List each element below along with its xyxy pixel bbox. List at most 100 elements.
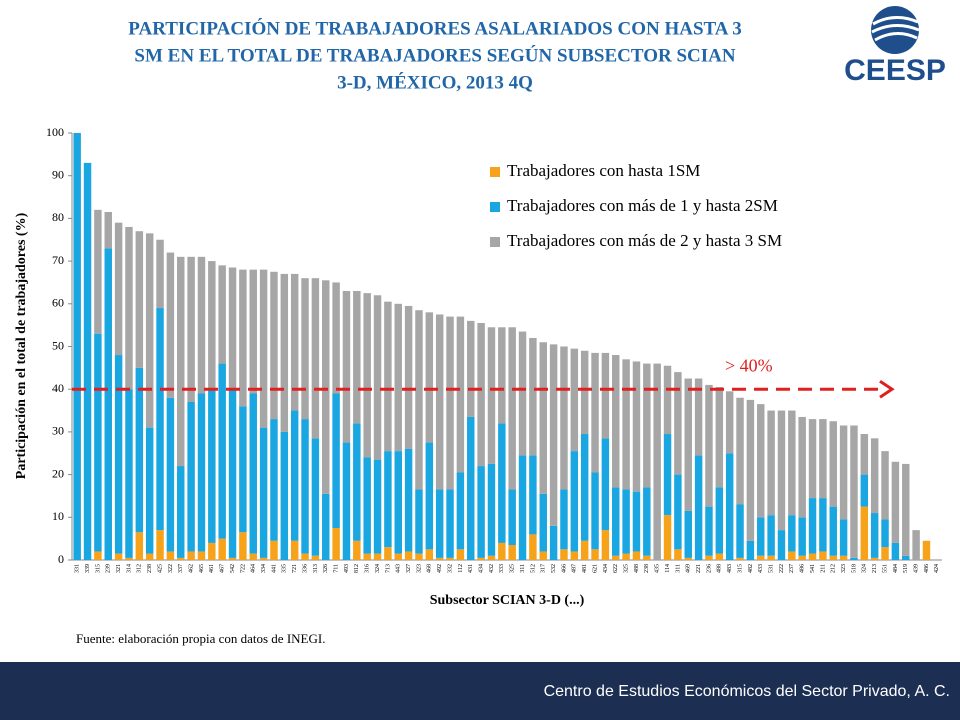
bar [715, 387, 724, 488]
bar [280, 273, 289, 432]
y-tick-label: 70 [52, 253, 64, 267]
x-tick-label: 324 [375, 564, 381, 573]
bar [270, 419, 278, 541]
bar [622, 553, 630, 560]
bar [228, 389, 237, 558]
bar [353, 540, 361, 560]
bar [477, 557, 485, 560]
x-tick-label: 431 [468, 564, 474, 573]
bar [353, 423, 361, 541]
bar [632, 491, 641, 552]
x-tick-label: 311 [520, 564, 526, 573]
bar [363, 293, 371, 458]
x-tick-label: 434 [603, 564, 609, 573]
x-tick-label: 213 [872, 564, 878, 573]
bar [208, 261, 216, 390]
bar [694, 378, 703, 456]
bar [363, 457, 371, 554]
x-tick-label: 326 [323, 564, 329, 573]
bar [508, 489, 516, 546]
legend-swatch [490, 237, 500, 247]
bar [674, 474, 682, 550]
bar [166, 397, 175, 552]
bar [94, 209, 102, 334]
bar [560, 489, 568, 550]
bar [166, 551, 175, 560]
bar [394, 303, 402, 452]
bar [757, 517, 765, 556]
bar [839, 519, 848, 556]
x-tick-label: 312 [137, 564, 143, 573]
x-tick-label: 711 [333, 564, 339, 573]
x-tick-label: 335 [282, 564, 288, 573]
bar [674, 549, 682, 560]
bar [114, 553, 123, 560]
x-tick-label: 542 [230, 564, 236, 573]
x-tick-label: 434 [478, 564, 484, 573]
bar [249, 553, 257, 560]
x-tick-label: 315 [95, 564, 101, 573]
bar [114, 222, 123, 356]
source: Fuente: elaboración propia con datos de … [76, 631, 325, 646]
x-tick-label: 468 [427, 564, 433, 573]
x-tick-label: 325 [510, 564, 516, 573]
bar [477, 466, 485, 558]
x-tick-label: 239 [106, 564, 112, 573]
bar [591, 549, 599, 560]
x-tick-label: 467 [220, 564, 226, 573]
x-tick-label: 493 [344, 564, 350, 573]
bar [135, 231, 144, 368]
x-tick-label: 114 [665, 564, 671, 573]
bar [166, 252, 175, 398]
bar [322, 280, 330, 494]
y-axis-title: Participación en el total de trabajadore… [14, 212, 29, 479]
x-tick-label: 211 [820, 564, 826, 573]
x-tick-label: 462 [188, 564, 194, 573]
bar [125, 557, 133, 560]
bar [446, 557, 454, 560]
x-tick-label: 722 [240, 564, 246, 573]
bar [612, 487, 620, 556]
x-tick-label: 238 [147, 564, 153, 573]
bar [125, 389, 133, 558]
bar [777, 530, 786, 560]
bar [373, 295, 382, 460]
bar [208, 389, 216, 543]
bar [829, 506, 837, 556]
bar [94, 551, 102, 560]
x-tick-label: 332 [447, 564, 453, 573]
bar [850, 557, 858, 560]
bar [580, 540, 589, 560]
bar [239, 269, 247, 407]
bar [301, 278, 309, 420]
y-tick-label: 40 [52, 381, 64, 395]
bar [270, 271, 278, 420]
x-tick-label: 311 [675, 564, 681, 573]
x-tick-label: 435 [655, 564, 661, 573]
bar [218, 538, 226, 560]
bar [394, 451, 402, 554]
bar [736, 504, 744, 558]
bar [415, 553, 423, 560]
bar [850, 425, 858, 558]
bar [125, 226, 133, 390]
x-tick-label: 315 [737, 564, 743, 573]
bar [705, 384, 713, 507]
x-tick-label: 331 [75, 564, 81, 573]
x-tick-label: 488 [634, 564, 640, 573]
bar [156, 530, 164, 560]
bar [187, 402, 195, 552]
bar [601, 438, 610, 531]
x-tick-label: 236 [706, 564, 712, 573]
bar [239, 532, 247, 560]
x-tick-label: 314 [126, 564, 132, 573]
bar [819, 419, 827, 499]
bar [612, 355, 620, 488]
bar [290, 540, 299, 560]
bar [705, 506, 713, 556]
bar [508, 327, 516, 490]
bar [767, 410, 775, 516]
x-tick-label: 721 [292, 564, 298, 573]
bar [435, 489, 444, 558]
bar [456, 549, 465, 560]
